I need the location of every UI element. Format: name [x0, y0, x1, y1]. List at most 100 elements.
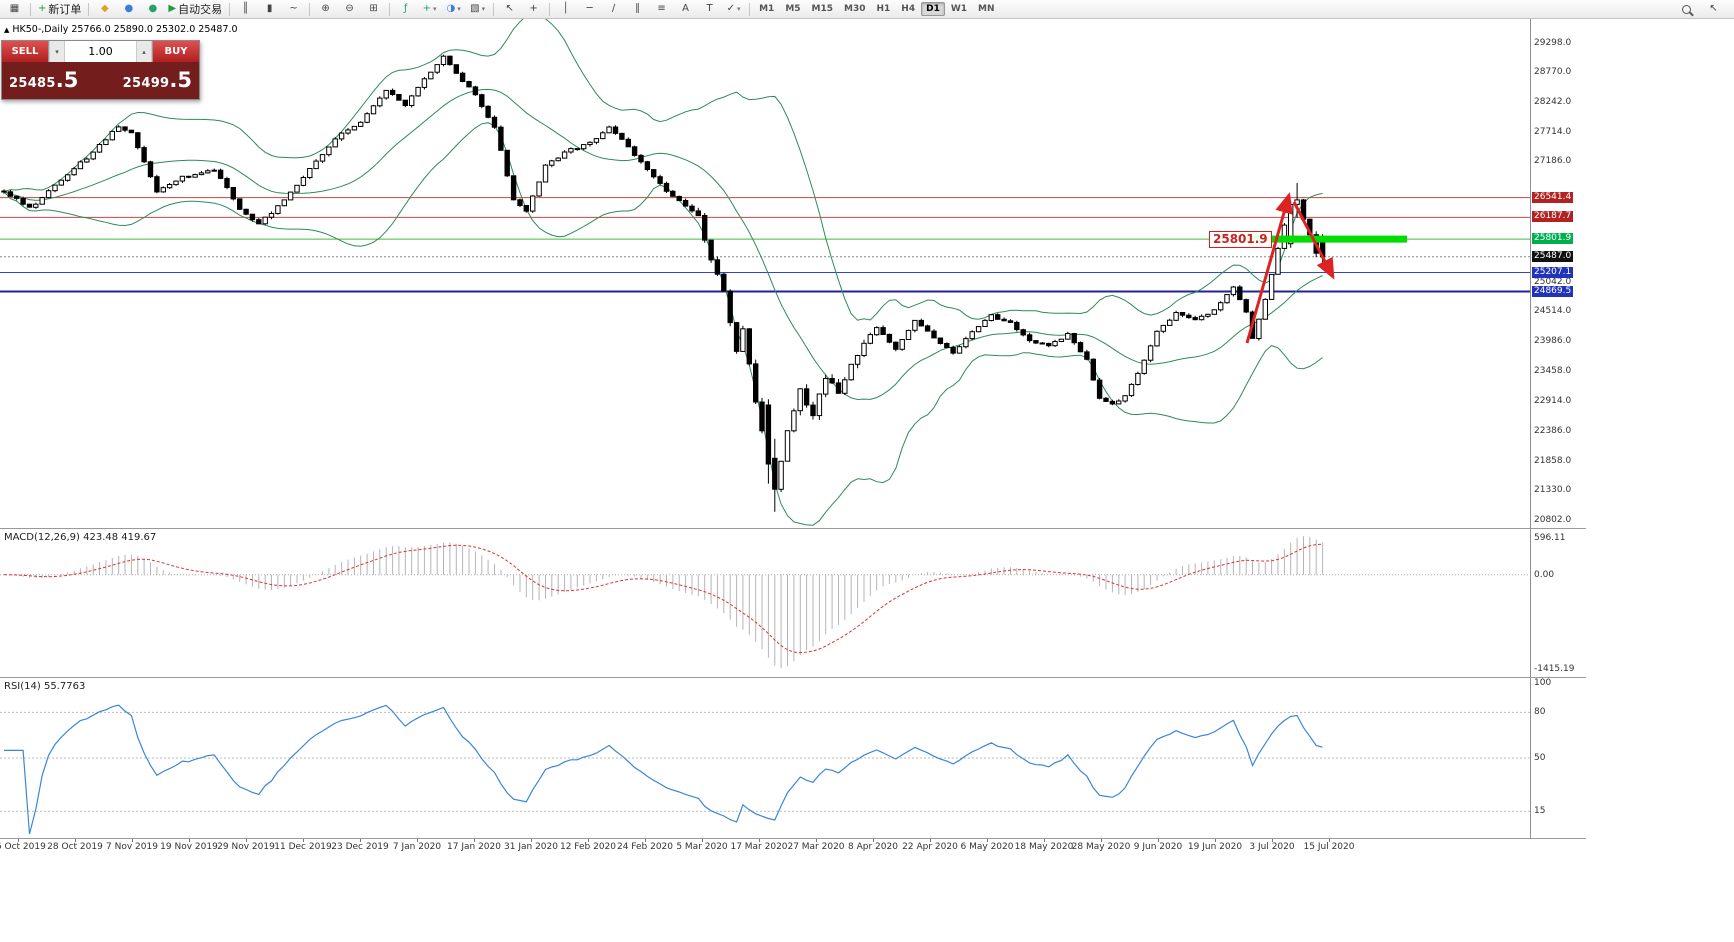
date-axis-label[interactable]: 28 May 2020: [1071, 842, 1131, 852]
trendline-icon[interactable]: /: [602, 0, 625, 18]
text-icon: A: [682, 3, 690, 14]
cursor-icon[interactable]: ↖: [498, 0, 521, 18]
date-axis-label[interactable]: 28 Oct 2019: [47, 842, 103, 852]
timeframe-H4[interactable]: H4: [901, 3, 916, 14]
date-axis-label[interactable]: 23 Dec 2019: [331, 842, 389, 852]
timeframe-M1[interactable]: M1: [759, 3, 775, 14]
date-axis-label[interactable]: 7 Jan 2020: [392, 842, 442, 852]
sell-button[interactable]: SELL: [2, 41, 48, 62]
add-indicator-icon[interactable]: + ▾: [418, 0, 441, 18]
timeframe-M5[interactable]: M5: [785, 3, 801, 14]
web-community-icon: ●: [148, 3, 158, 14]
panel-separator[interactable]: [0, 677, 1586, 678]
trend-arrow-up[interactable]: [1245, 192, 1293, 344]
panel-separator[interactable]: [0, 838, 1586, 839]
price-annotation[interactable]: 25801.9: [1209, 231, 1272, 248]
metaeditor-icon[interactable]: ◆: [93, 0, 116, 18]
search-button[interactable]: [1675, 0, 1698, 18]
zoom-out-icon[interactable]: ⊖: [338, 0, 361, 18]
price-row: 25485.5 25499.5: [2, 62, 199, 99]
date-axis-label[interactable]: 6 May 2020: [960, 842, 1014, 852]
timeframe-MN[interactable]: MN: [978, 3, 995, 14]
indicators-icon[interactable]: ƒ: [394, 0, 417, 18]
date-axis-label[interactable]: 3 Jul 2020: [1249, 842, 1295, 852]
date-axis-label[interactable]: 9 Jun 2020: [1133, 842, 1183, 852]
date-axis-label[interactable]: 5 Mar 2020: [676, 842, 728, 852]
crosshair-icon[interactable]: +: [522, 0, 545, 18]
macd-axis[interactable]: 596.11 0.00 -1415.19: [1530, 529, 1586, 677]
timeframe-D1[interactable]: D1: [921, 1, 945, 17]
date-axis-label[interactable]: 16 Oct 2019: [0, 842, 46, 852]
new-chart-icon[interactable]: ▦: [3, 0, 26, 18]
timeframe-M15[interactable]: M15: [811, 3, 834, 14]
volume-up-button[interactable]: ▴: [136, 41, 152, 62]
timeframe-M30[interactable]: M30: [844, 3, 866, 14]
date-axis-label[interactable]: 19 Nov 2019: [160, 842, 218, 852]
date-axis-label[interactable]: 11 Dec 2019: [274, 842, 332, 852]
timeframe-H1[interactable]: H1: [876, 3, 891, 14]
date-axis-label[interactable]: 12 Feb 2020: [559, 842, 617, 852]
zoom-in-icon: ⊕: [321, 3, 330, 14]
templates-icon[interactable]: ▧ ▾: [466, 0, 489, 18]
date-axis-label[interactable]: 19 Jun 2020: [1187, 842, 1243, 852]
fibonacci-icon[interactable]: ≡: [650, 0, 673, 18]
bar-chart-icon[interactable]: ║: [234, 0, 257, 18]
panel-separator[interactable]: [0, 528, 1586, 529]
volume-down-button[interactable]: ▾: [49, 41, 65, 62]
pointer-icon: ↖: [1709, 3, 1718, 14]
date-axis-label[interactable]: 17 Mar 2020: [730, 842, 788, 852]
price-axis-tick: 27186.0: [1534, 156, 1572, 166]
date-axis-label[interactable]: 17 Jan 2020: [447, 842, 501, 852]
periods-icon[interactable]: ◑ ▾: [442, 0, 465, 18]
text-icon[interactable]: A: [674, 0, 697, 18]
text-label-icon[interactable]: T: [698, 0, 721, 18]
chart-info-text: HK50-,Daily 25766.0 25890.0 25302.0 2548…: [12, 24, 238, 35]
rsi-canvas[interactable]: [0, 678, 1530, 838]
new-chart-icon: ▦: [9, 3, 20, 14]
buy-button[interactable]: BUY: [153, 41, 199, 62]
vertical-line-icon[interactable]: │: [554, 0, 577, 18]
rsi-axis[interactable]: 100 80 50 15: [1530, 678, 1586, 838]
sell-px-dec: .5: [55, 68, 79, 92]
date-axis-label[interactable]: 22 Apr 2020: [902, 842, 958, 852]
date-axis-label[interactable]: 24 Feb 2020: [616, 842, 674, 852]
sell-price: 25485.5: [9, 68, 79, 92]
zoom-in-icon[interactable]: ⊕: [314, 0, 337, 18]
date-axis-label[interactable]: 8 Apr 2020: [848, 842, 898, 852]
main-toolbar: ▦ + 新订单 ◆ ● ● ▶ 自动交易 ║ ▮ ~ ⊕ ⊖ ⊞ ƒ + ▾ ◑ ▾ ▧ ▾ ↖ + │ ─ / ∥ ≡ A T ✓ ▾ M1 M…: [0, 0, 1734, 19]
history-center-icon[interactable]: ●: [117, 0, 140, 18]
horizontal-line-icon[interactable]: ─: [578, 0, 601, 18]
web-community-icon[interactable]: ●: [141, 0, 164, 18]
trend-arrow-down[interactable]: [1292, 201, 1335, 280]
pointer-button[interactable]: ↖: [1702, 0, 1725, 18]
price-axis[interactable]: 29298.0 28770.0 28242.0 27714.0 27186.0 25042…: [1530, 19, 1586, 528]
date-axis-label[interactable]: 18 May 2020: [1014, 842, 1074, 852]
line-chart-icon[interactable]: ~: [282, 0, 305, 18]
price-chart-canvas[interactable]: [0, 19, 1530, 528]
price-level-label: 25207.1: [1532, 267, 1574, 278]
date-axis-tick: [1158, 839, 1159, 842]
toolbar-separator: [309, 2, 311, 16]
date-axis-label[interactable]: 7 Nov 2019: [106, 842, 158, 852]
candlestick-chart-icon[interactable]: ▮: [258, 0, 281, 18]
price-level-label: 24869.5: [1532, 286, 1574, 297]
timeframe-W1[interactable]: W1: [950, 3, 968, 14]
support-band[interactable]: [1247, 235, 1407, 243]
volume-value[interactable]: 1.00: [88, 45, 113, 58]
rsi-axis-tick: 100: [1534, 678, 1552, 688]
date-axis-label[interactable]: 29 Nov 2019: [217, 842, 275, 852]
autotrading-button[interactable]: ▶ 自动交易: [165, 0, 225, 18]
date-axis-label[interactable]: 31 Jan 2020: [504, 842, 558, 852]
price-level-label: 25487.0: [1532, 251, 1574, 262]
volume-field[interactable]: ▾ 1.00 ▴: [48, 41, 153, 62]
macd-axis-zero: 0.00: [1534, 570, 1555, 580]
arrows-icon[interactable]: ✓ ▾: [722, 0, 745, 18]
macd-canvas[interactable]: [0, 529, 1530, 677]
tile-windows-icon[interactable]: ⊞: [362, 0, 385, 18]
line-chart-icon: ~: [289, 3, 298, 14]
date-axis-label[interactable]: 27 Mar 2020: [787, 842, 845, 852]
equidistant-channel-icon[interactable]: ∥: [626, 0, 649, 18]
date-axis-label[interactable]: 15 Jul 2020: [1303, 842, 1355, 852]
new-order-button[interactable]: + 新订单: [35, 0, 84, 18]
